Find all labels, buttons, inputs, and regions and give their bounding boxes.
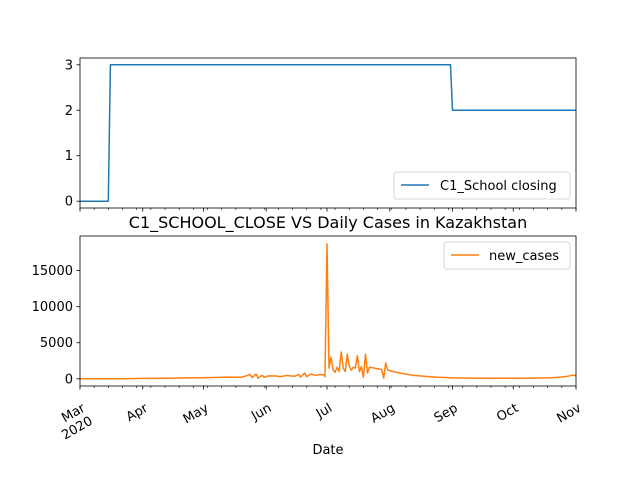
y-tick-label: 5000 <box>40 336 73 351</box>
chart-title: C1_SCHOOL_CLOSE VS Daily Cases in Kazakh… <box>129 213 527 233</box>
new-cases-series <box>80 243 577 380</box>
new-cases-axes-frame <box>79 235 577 387</box>
series-line-new-cases <box>80 243 577 380</box>
school-closing-series <box>80 64 576 202</box>
x-tick-label: Jul <box>313 401 335 422</box>
y-tick-label: 3 <box>65 58 73 73</box>
y-tick-label: 15000 <box>32 264 73 279</box>
x-axis-label: Date <box>312 443 343 458</box>
legend-label-school-closing: C1_School closing <box>440 179 557 194</box>
school-closing-panel: 0 1 2 3 C1_School closing <box>65 57 577 212</box>
series-line-c1-school-closing <box>80 64 576 202</box>
new-cases-legend: new_cases <box>443 241 571 270</box>
y-tick-label: 0 <box>65 195 73 210</box>
school-closing-x-ticks <box>79 208 577 212</box>
legend-label-new-cases: new_cases <box>489 249 559 264</box>
new-cases-y-axis: 0 5000 10000 15000 <box>32 264 80 387</box>
y-tick-label: 0 <box>65 372 73 387</box>
school-closing-axes-frame <box>79 57 577 209</box>
legend-box <box>443 241 571 270</box>
y-tick-label: 1 <box>65 149 73 164</box>
school-closing-legend: C1_School closing <box>393 171 571 200</box>
school-closing-y-axis: 0 1 2 3 <box>65 58 80 210</box>
y-tick-label: 2 <box>65 104 73 119</box>
legend-box <box>393 171 571 200</box>
y-tick-label: 10000 <box>32 300 73 315</box>
